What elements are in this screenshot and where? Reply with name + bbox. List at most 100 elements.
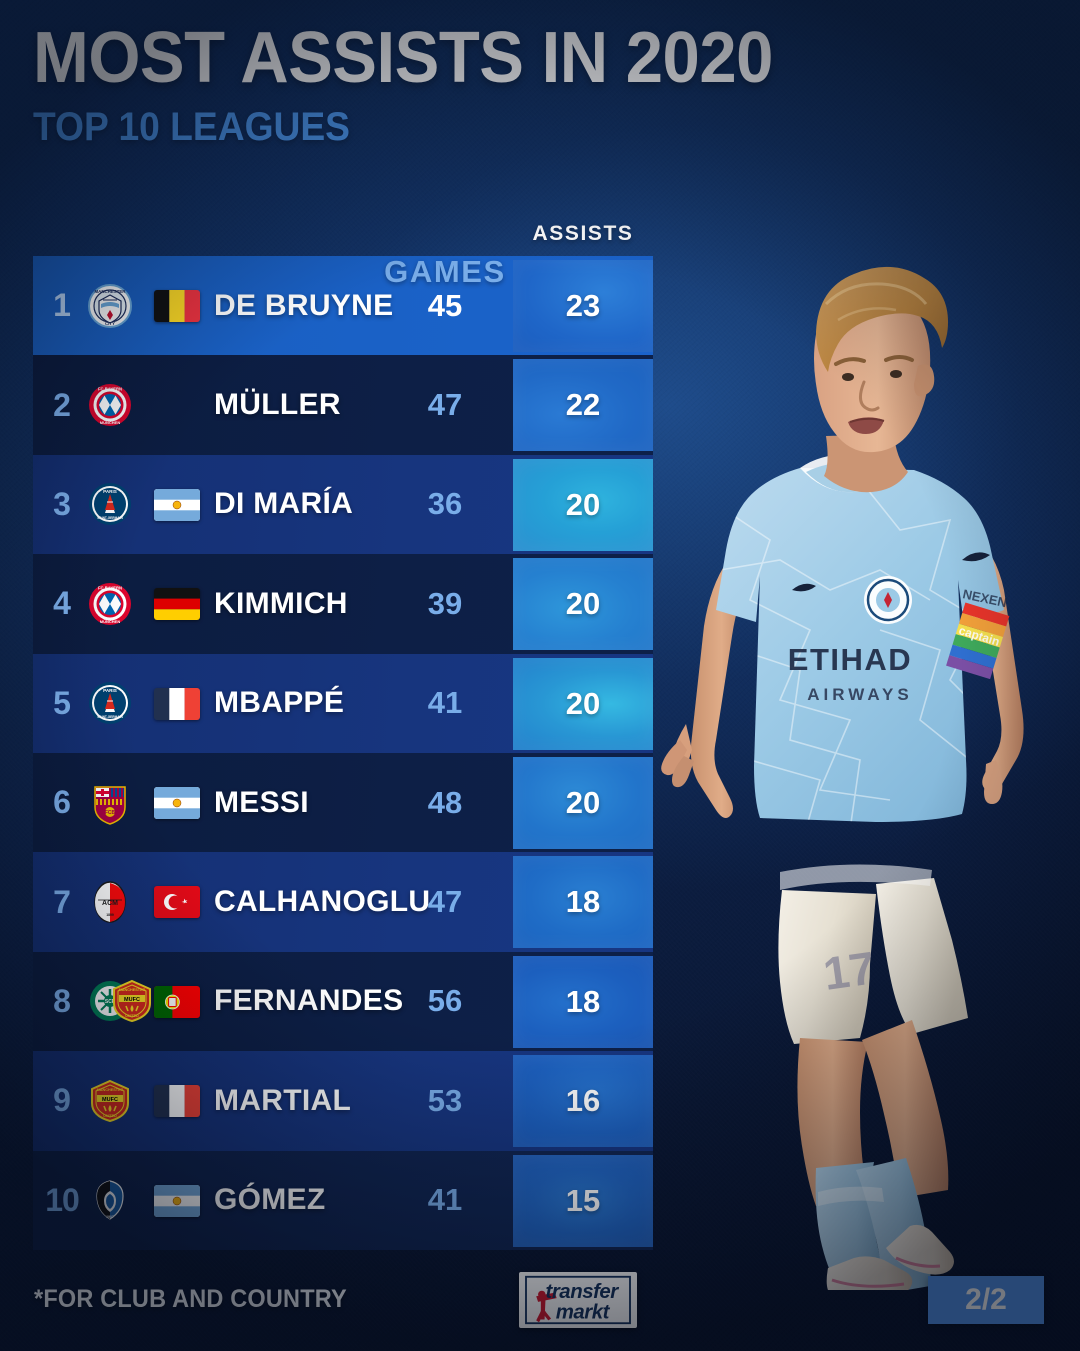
table-row[interactable]: 10 1907 GÓMEZ 41 15 [0, 1150, 1080, 1250]
rank-number: 10 [45, 1181, 80, 1218]
assists-value: 22 [513, 359, 653, 452]
club-badges: PARIS SAINT-GERMAIN [88, 654, 150, 753]
svg-text:ACM: ACM [102, 900, 118, 907]
assists-value: 18 [513, 955, 653, 1048]
page-title: MOST ASSISTS IN 2020 [33, 18, 773, 98]
svg-text:UNITED: UNITED [125, 1014, 139, 1018]
club-badges: FC BAYERN MÜNCHEN [88, 554, 150, 653]
club-badge-manchester-city: MANCHESTER CITY [88, 283, 132, 328]
games-value: 47 [427, 884, 463, 920]
transfermarkt-logo-svg: transfer markt [523, 1274, 633, 1326]
table-row[interactable]: 8 SCP MUFC MANCHESTER UNITED FERNANDES 56 18 [0, 951, 1080, 1052]
club-badges: SCP MUFC MANCHESTER UNITED [88, 952, 151, 1051]
player-name: DE BRUYNE [214, 288, 394, 322]
table-row[interactable]: 7 ACM 1899 CALHANOGLU 47 18 [0, 852, 1080, 952]
svg-text:FC BAYERN: FC BAYERN [98, 387, 122, 392]
rank-number: 9 [53, 1082, 71, 1119]
games-value: 47 [427, 387, 463, 423]
flag-argentina [154, 786, 200, 819]
club-badge-barcelona: FCB [88, 781, 132, 825]
rank-number: 1 [53, 287, 71, 324]
club-badges: MANCHESTER CITY [88, 256, 150, 355]
club-badges: ACM 1899 [88, 852, 150, 951]
svg-text:SAINT-GERMAIN: SAINT-GERMAIN [97, 715, 123, 719]
flag-france [154, 687, 200, 720]
table-row[interactable]: 1 MANCHESTER CITY DE BRUYNE 45 23 [0, 256, 1080, 356]
ranking-table: 1 MANCHESTER CITY DE BRUYNE 4 5 23 2 FC BAYERN MÜ… [0, 256, 1080, 1250]
club-badge-manchester-united: MUFC MANCHESTER UNITED [88, 1079, 132, 1123]
club-badge-psg: PARIS SAINT-GERMAIN [88, 482, 132, 526]
player-name: FERNANDES [214, 984, 404, 1018]
svg-text:FCB: FCB [105, 810, 116, 816]
club-badge-psg: PARIS SAINT-GERMAIN [88, 681, 132, 725]
transfermarkt-logo-line2: markt [556, 1302, 611, 1324]
games-value: 36 [427, 486, 463, 522]
footnote: *FOR CLUB AND COUNTRY [34, 1285, 347, 1313]
player-name: DI MARÍA [214, 487, 354, 521]
table-row[interactable]: 2 FC BAYERN MÜNCHEN MÜLLER 47 22 [0, 355, 1080, 455]
assists-value: 18 [513, 856, 653, 949]
svg-text:PARIS: PARIS [103, 688, 117, 693]
rank-number: 4 [53, 585, 71, 622]
flag-argentina [154, 1184, 200, 1217]
svg-text:1907: 1907 [106, 1215, 114, 1219]
svg-text:MÜNCHEN: MÜNCHEN [100, 420, 121, 425]
club-badges: FCB [88, 753, 150, 852]
games-value: 41 [427, 685, 463, 721]
player-name: GÓMEZ [214, 1183, 326, 1217]
club-badge-manchester-united: MUFC MANCHESTER UNITED [110, 979, 154, 1023]
games-value: 41 [427, 1182, 463, 1218]
assists-value: 15 [513, 1154, 653, 1247]
flag-germany [154, 588, 200, 621]
player-name: MESSI [214, 785, 309, 819]
column-headers: GAMES ASSISTS [0, 222, 1080, 289]
svg-text:PARIS: PARIS [103, 489, 117, 494]
assists-value: 16 [513, 1055, 653, 1148]
svg-text:FC BAYERN: FC BAYERN [98, 585, 122, 590]
svg-text:MUFC: MUFC [102, 1097, 118, 1103]
games-value: 53 [427, 1082, 463, 1118]
player-name: MARTIAL [214, 1083, 352, 1117]
page-subtitle: TOP 10 LEAGUES [33, 105, 350, 150]
column-header-assists: ASSISTS [532, 222, 634, 245]
rank-number: 6 [53, 784, 71, 821]
rank-number: 5 [53, 684, 71, 721]
svg-text:1899: 1899 [106, 913, 114, 917]
flag-belgium [154, 290, 200, 322]
club-badge-atalanta: 1907 [88, 1178, 132, 1222]
flag-turkey [154, 886, 200, 919]
club-badges: 1907 [88, 1151, 150, 1250]
svg-text:UNITED: UNITED [103, 1114, 117, 1118]
svg-text:MANCHESTER: MANCHESTER [95, 289, 127, 294]
svg-text:MÜNCHEN: MÜNCHEN [100, 619, 121, 624]
table-row[interactable]: 5 PARIS SAINT-GERMAIN MBAPPÉ 41 20 [0, 653, 1080, 753]
flag-france [154, 1085, 200, 1118]
rank-number: 7 [53, 883, 71, 920]
club-badge-bayern-munich: FC BAYERN MÜNCHEN [88, 582, 132, 626]
club-badges: MUFC MANCHESTER UNITED [88, 1051, 150, 1150]
transfermarkt-logo: transfer markt [519, 1272, 637, 1328]
svg-text:MUFC: MUFC [124, 997, 140, 1003]
table-row[interactable]: 6 FCB MESSI 48 20 [0, 752, 1080, 853]
rank-number: 8 [53, 982, 71, 1019]
column-header-games: GAMES [384, 253, 506, 289]
rank-number: 2 [53, 386, 71, 423]
transfermarkt-logo-line1: transfer [546, 1281, 620, 1303]
rank-number: 3 [53, 485, 71, 522]
flag-portugal [154, 985, 200, 1018]
svg-text:MANCHESTER: MANCHESTER [97, 1088, 124, 1092]
club-badge-ac-milan: ACM 1899 [88, 880, 132, 924]
games-value: 39 [427, 585, 463, 621]
flag-argentina [154, 488, 200, 521]
svg-text:MANCHESTER: MANCHESTER [119, 988, 146, 992]
table-row[interactable]: 3 PARIS SAINT-GERMAIN DI MARÍA 36 20 [0, 454, 1080, 555]
club-badges: FC BAYERN MÜNCHEN [88, 355, 150, 454]
assists-value: 20 [513, 657, 653, 750]
svg-text:SAINT-GERMAIN: SAINT-GERMAIN [97, 516, 123, 520]
player-name: MBAPPÉ [214, 686, 345, 720]
club-badge-bayern-munich: FC BAYERN MÜNCHEN [88, 383, 132, 427]
assists-value: 20 [513, 756, 653, 849]
table-row[interactable]: 4 FC BAYERN MÜNCHEN KIMMICH 39 20 [0, 554, 1080, 654]
table-row[interactable]: 9 MUFC MANCHESTER UNITED MARTIAL 53 16 [0, 1051, 1080, 1151]
